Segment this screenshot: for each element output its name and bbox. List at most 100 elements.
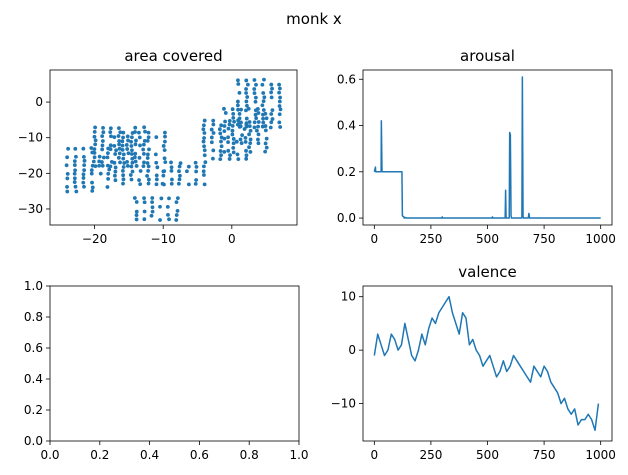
scatter-point xyxy=(262,95,267,100)
scatter-point xyxy=(98,171,103,176)
y-tick-label: 0.0 xyxy=(24,434,43,448)
scatter-point xyxy=(223,111,228,115)
scatter-point xyxy=(113,165,118,170)
scatter-point xyxy=(150,205,155,210)
scatter-point xyxy=(235,99,240,104)
scatter-point xyxy=(90,185,95,190)
scatter-point xyxy=(100,147,105,152)
scatter-point xyxy=(81,176,86,180)
scatter-point xyxy=(142,160,146,165)
scatter-point xyxy=(261,120,266,125)
scatter-point xyxy=(277,82,281,87)
x-tick-label: 500 xyxy=(476,232,499,246)
subplot-title: area covered xyxy=(124,47,222,65)
scatter-point xyxy=(137,130,141,135)
scatter-point xyxy=(261,91,266,95)
scatter-point xyxy=(142,209,147,214)
y-tick-label: 0.4 xyxy=(24,372,43,386)
subplot-title: valence xyxy=(458,263,516,281)
scatter-point xyxy=(163,160,168,165)
scatter-point xyxy=(244,153,249,158)
scatter-point xyxy=(142,196,146,200)
scatter-point xyxy=(209,140,214,145)
y-tick-label: 0.4 xyxy=(337,119,356,133)
scatter-point xyxy=(256,141,261,146)
scatter-point xyxy=(134,209,139,214)
scatter-point xyxy=(167,217,171,222)
scatter-point xyxy=(109,134,113,139)
scatter-point xyxy=(92,150,97,155)
scatter-point xyxy=(100,143,105,148)
scatter-point xyxy=(253,99,258,104)
scatter-point xyxy=(113,173,117,178)
scatter-point xyxy=(264,116,269,121)
scatter-point xyxy=(202,144,206,149)
scatter-point xyxy=(169,160,173,165)
scatter-point xyxy=(269,82,274,87)
scatter-point xyxy=(93,142,98,147)
scatter-point xyxy=(130,169,135,174)
scatter-point xyxy=(244,148,248,153)
scatter-point xyxy=(92,155,97,160)
scatter-point xyxy=(117,139,122,143)
scatter-point xyxy=(66,146,71,151)
scatter-point xyxy=(244,156,249,161)
scatter-point xyxy=(154,173,159,178)
scatter-point xyxy=(202,118,207,123)
scatter-point xyxy=(92,147,97,152)
scatter-point xyxy=(72,163,77,167)
scatter-point xyxy=(211,118,216,123)
x-tick-label: −10 xyxy=(151,232,176,246)
scatter-point xyxy=(209,135,214,140)
scatter-point xyxy=(244,99,249,104)
scatter-point xyxy=(278,95,282,100)
scatter-point xyxy=(175,209,180,213)
scatter-point xyxy=(106,171,111,176)
scatter-point xyxy=(237,90,242,95)
scatter-point xyxy=(277,120,282,125)
scatter-point xyxy=(201,127,206,132)
scatter-point xyxy=(134,200,139,204)
scatter-point xyxy=(222,129,227,134)
scatter-point xyxy=(150,200,154,205)
scatter-point xyxy=(254,116,259,121)
scatter-point xyxy=(268,125,273,130)
scatter-point xyxy=(118,130,123,135)
scatter-point xyxy=(239,141,244,146)
scatter-point xyxy=(193,160,198,165)
scatter-point xyxy=(264,136,269,141)
scatter-point xyxy=(108,143,113,148)
scatter-point xyxy=(202,182,207,187)
scatter-point xyxy=(121,181,125,186)
axes-frame xyxy=(362,285,613,442)
scatter-point xyxy=(112,144,117,148)
scatter-point xyxy=(252,91,257,96)
scatter-point xyxy=(125,159,129,164)
scatter-point xyxy=(158,218,162,222)
scatter-point xyxy=(222,124,227,128)
y-tick-label: −10 xyxy=(18,131,43,145)
scatter-point xyxy=(231,150,236,155)
scatter-point xyxy=(145,156,150,160)
scatter-point xyxy=(121,173,126,178)
scatter-point xyxy=(244,108,248,113)
scatter-point xyxy=(100,163,105,168)
scatter-point xyxy=(248,128,253,133)
scatter-point xyxy=(89,171,94,176)
scatter-point xyxy=(125,164,130,168)
series-line xyxy=(373,295,600,432)
scatter-point xyxy=(121,130,126,135)
scatter-point xyxy=(108,164,113,169)
scatter-point xyxy=(226,140,230,145)
x-tick-label: 250 xyxy=(419,232,442,246)
scatter-point xyxy=(277,104,282,108)
scatter-point xyxy=(121,135,125,140)
scatter-point xyxy=(202,131,207,135)
scatter-point xyxy=(231,137,236,141)
scatter-point xyxy=(211,148,216,153)
scatter-point xyxy=(226,148,231,153)
subplot-empty: 0.0 0.2 0.4 0.6 0.8 1.0 0.0 0.2 0.4 0.6 0.8 1.0 xyxy=(24,279,309,462)
scatter-point xyxy=(243,135,248,140)
scatter-point xyxy=(120,139,125,144)
scatter-point xyxy=(252,120,257,125)
